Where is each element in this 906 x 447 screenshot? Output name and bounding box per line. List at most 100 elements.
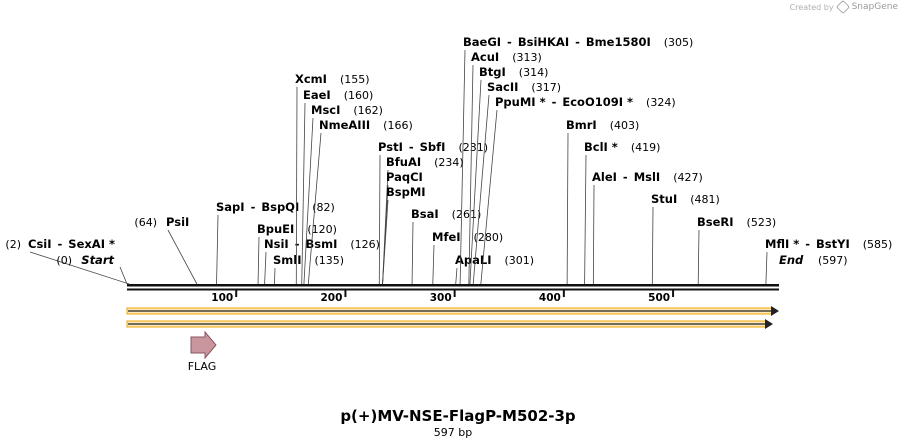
site-enzyme-name: SbfI xyxy=(420,140,446,154)
restriction-site[interactable]: SacII (317) xyxy=(472,80,561,285)
site-position: (301) xyxy=(505,254,535,267)
site-position: (481) xyxy=(690,193,720,206)
restriction-site[interactable]: EaeI (160) xyxy=(301,88,374,285)
site-separator: - xyxy=(507,35,512,49)
site-enzyme-name: MslI xyxy=(634,170,661,184)
restriction-site[interactable]: BmrI (403) xyxy=(566,118,639,285)
site-leader-line xyxy=(651,206,654,285)
site-enzyme-name: PsiI xyxy=(166,215,189,229)
restriction-site[interactable]: PstI - SbfI (231) xyxy=(378,140,488,285)
restriction-site[interactable]: PpuMI * - EcoO109I * (324) xyxy=(480,95,676,285)
ruler-tick-label: 100 xyxy=(211,292,233,304)
restriction-site[interactable]: MscI (162) xyxy=(303,103,383,285)
restriction-site[interactable]: AcuI (313) xyxy=(468,50,542,285)
site-enzyme-name: SmlI xyxy=(273,253,302,267)
restriction-site[interactable]: BfuAI (234) xyxy=(382,155,464,285)
site-enzyme-name: CsiI xyxy=(28,237,52,251)
site-position: (324) xyxy=(646,96,676,109)
restriction-site[interactable]: BclI * (419) xyxy=(584,140,661,285)
restriction-site[interactable]: XcmI (155) xyxy=(295,72,370,285)
site-leader-line xyxy=(307,132,322,285)
site-position: (317) xyxy=(531,81,561,94)
construct-length: 597 bp xyxy=(434,426,472,439)
site-enzyme-name: EcoO109I * xyxy=(562,95,633,109)
site-leader-line xyxy=(566,132,569,285)
ruler-tick-label: 200 xyxy=(321,292,343,304)
restriction-site[interactable]: NmeAIII (166) xyxy=(307,118,413,285)
site-enzyme-name: StuI xyxy=(651,192,677,206)
site-position: (523) xyxy=(747,216,777,229)
restriction-sites: CsiI - SexAI *(2)PsiI(64) SapI - BspQI (82)Bpu… xyxy=(5,35,893,285)
site-leader-line xyxy=(459,49,466,285)
credit-text: Created by xyxy=(789,2,834,12)
restriction-site[interactable]: MflI * - BstYI (585) xyxy=(765,237,893,285)
site-leader-line xyxy=(455,267,458,285)
sequence-backbone-bottom xyxy=(127,288,779,291)
site-enzyme-name: PaqCI xyxy=(386,170,423,184)
sequence-backbone-top xyxy=(127,284,779,287)
restriction-site[interactable]: CsiI - SexAI * (2) xyxy=(5,237,130,285)
site-position: (280) xyxy=(474,231,504,244)
forward-strand-arrow-1 xyxy=(126,306,779,316)
site-leader-line xyxy=(303,117,314,285)
site-separator: - xyxy=(251,200,256,214)
restriction-site[interactable]: SapI - BspQI (82) xyxy=(216,200,335,285)
site-leader-line xyxy=(697,229,700,285)
site-enzyme-name: AleI xyxy=(592,170,617,184)
site-enzyme-name: BsmI xyxy=(305,237,337,251)
site-separator: - xyxy=(805,237,810,251)
site-position: (135) xyxy=(315,254,345,267)
construct-name: p(+)MV-NSE-FlagP-M502-3p xyxy=(340,407,576,425)
restriction-site[interactable]: BtgI (314) xyxy=(469,65,548,285)
restriction-site[interactable]: AleI - MslI (427) xyxy=(592,170,703,285)
restriction-site[interactable]: BseRI (523) xyxy=(697,215,777,285)
site-position: (166) xyxy=(383,119,413,132)
restriction-site[interactable]: PsiI (64) xyxy=(134,215,198,285)
site-position: (585) xyxy=(863,238,893,251)
site-enzyme-name: BspQI xyxy=(261,200,299,214)
ruler-ticks: 100 200 300 400 500 xyxy=(211,290,675,304)
restriction-site[interactable]: BaeGI - BsiHKAI - Bme1580I (305) xyxy=(459,35,693,285)
site-leader-line xyxy=(472,94,490,285)
site-position: (419) xyxy=(631,141,661,154)
site-position: (160) xyxy=(344,89,374,102)
start-leader xyxy=(119,266,128,285)
restriction-site[interactable]: StuI (481) xyxy=(651,192,720,285)
site-enzyme-name: MscI xyxy=(311,103,340,117)
site-enzyme-name: NsiI xyxy=(264,237,289,251)
site-separator: - xyxy=(623,170,628,184)
site-leader-line xyxy=(29,251,130,285)
site-position: (126) xyxy=(350,238,380,251)
restriction-site[interactable]: NsiI - BsmI (126) xyxy=(264,237,380,285)
site-position: (234) xyxy=(434,156,464,169)
start-label: Start xyxy=(81,253,114,267)
site-separator: - xyxy=(295,237,300,251)
site-enzyme-name: EaeI xyxy=(303,88,331,102)
site-leader-line xyxy=(216,214,219,285)
site-separator: - xyxy=(409,140,414,154)
site-enzyme-name: SexAI * xyxy=(68,237,115,251)
restriction-site[interactable]: BpuEI (120) xyxy=(257,222,337,285)
restriction-site[interactable]: ApaLI (301) xyxy=(455,253,535,285)
site-enzyme-name: BclI * xyxy=(584,140,618,154)
site-separator: - xyxy=(552,95,557,109)
site-leader-line xyxy=(382,199,389,285)
restriction-site[interactable]: BspMI xyxy=(382,185,426,285)
site-position: (313) xyxy=(512,51,542,64)
site-enzyme-name: MfeI xyxy=(432,230,461,244)
site-enzyme-name: SacII xyxy=(487,80,518,94)
end-label: End xyxy=(779,253,804,267)
restriction-site[interactable]: SmlI (135) xyxy=(273,253,345,285)
site-enzyme-name: BtgI xyxy=(479,65,506,79)
restriction-site[interactable]: MfeI (280) xyxy=(432,230,504,285)
site-leader-line xyxy=(469,79,482,285)
site-enzyme-name: BpuEI xyxy=(257,222,294,236)
site-enzyme-name: NmeAIII xyxy=(319,118,370,132)
ruler-tick-label: 400 xyxy=(539,292,561,304)
flag-feature-arrow[interactable] xyxy=(190,330,217,360)
site-leader-line xyxy=(378,154,381,285)
site-enzyme-name: MflI * xyxy=(765,237,799,251)
site-enzyme-name: BseRI xyxy=(697,215,734,229)
site-leader-line xyxy=(411,221,414,285)
